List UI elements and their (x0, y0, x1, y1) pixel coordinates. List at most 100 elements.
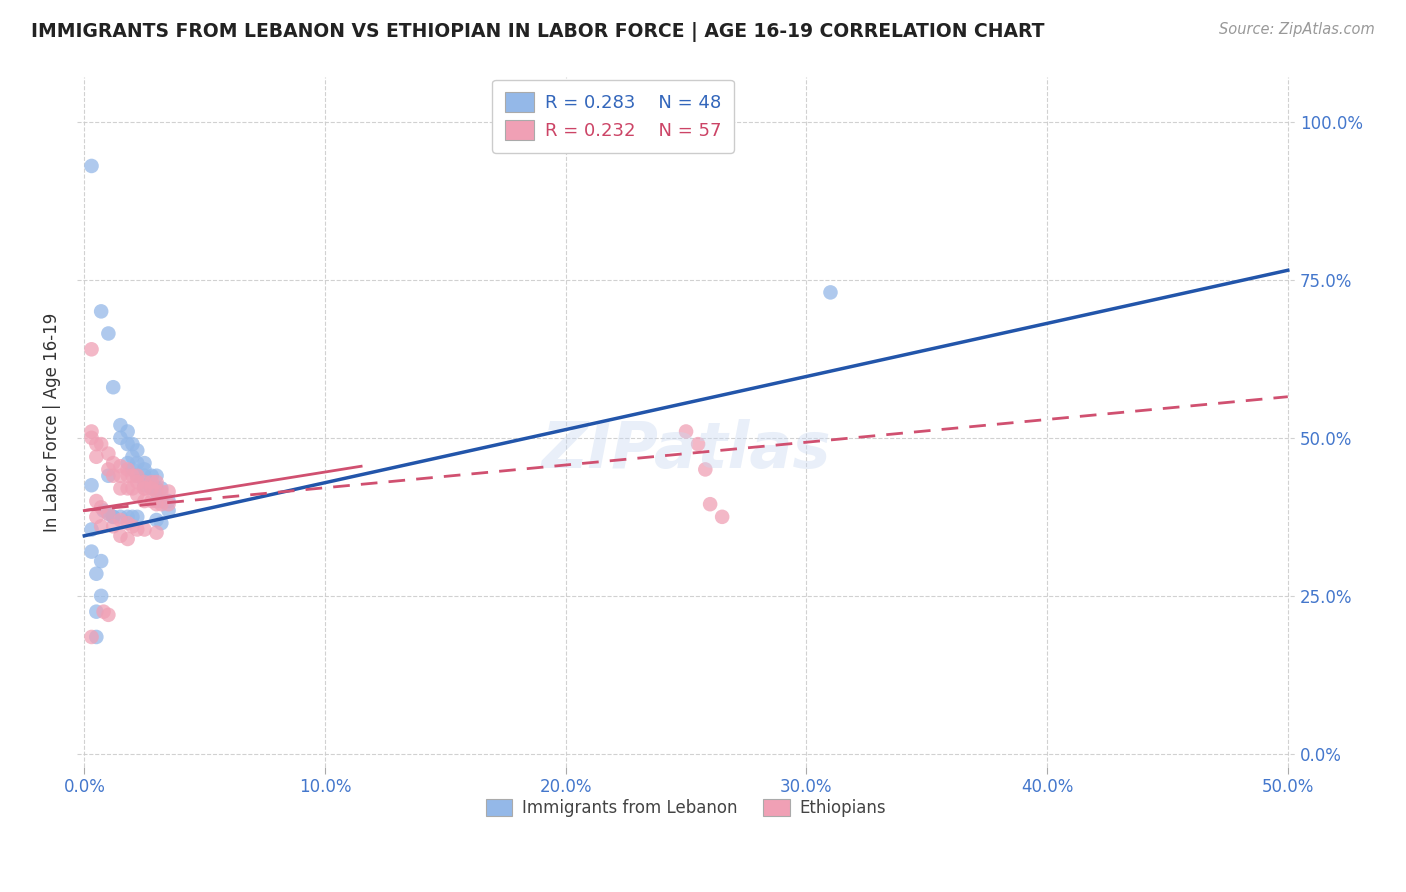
Point (134, 468, 156, 483)
Point (90, 589, 112, 603)
Point (150, 484, 173, 499)
Point (134, 494, 156, 508)
Point (157, 497, 180, 511)
Point (145, 482, 167, 496)
Point (121, 482, 143, 496)
Point (90, 437, 112, 451)
Point (110, 513, 132, 527)
Point (134, 462, 156, 476)
Point (90, 519, 112, 533)
Point (141, 482, 163, 496)
Point (695, 462, 717, 476)
Point (117, 482, 139, 496)
Point (97, 507, 120, 521)
Point (150, 494, 173, 508)
Point (134, 482, 156, 496)
Point (127, 488, 149, 502)
Point (145, 525, 167, 540)
Point (127, 456, 149, 470)
Point (127, 475, 149, 489)
Text: IMMIGRANTS FROM LEBANON VS ETHIOPIAN IN LABOR FORCE | AGE 16-19 CORRELATION CHAR: IMMIGRANTS FROM LEBANON VS ETHIOPIAN IN … (31, 22, 1045, 42)
Point (90, 554, 112, 568)
Point (145, 468, 167, 483)
Point (103, 519, 125, 533)
Point (121, 450, 143, 464)
Point (80, 544, 103, 558)
Point (110, 431, 132, 445)
Point (117, 509, 139, 524)
Point (86, 494, 108, 508)
Point (80, 425, 103, 439)
Point (97, 462, 120, 476)
Point (141, 475, 163, 489)
Point (86, 605, 108, 619)
Point (80, 478, 103, 492)
Point (157, 494, 180, 508)
Point (121, 462, 143, 476)
Point (117, 437, 139, 451)
Point (820, 285, 842, 300)
Point (103, 468, 125, 483)
Point (90, 500, 112, 515)
Y-axis label: In Labor Force | Age 16-19: In Labor Force | Age 16-19 (44, 312, 60, 532)
Legend: Immigrants from Lebanon, Ethiopians: Immigrants from Lebanon, Ethiopians (479, 792, 893, 823)
Point (117, 462, 139, 476)
Point (141, 468, 163, 483)
Point (134, 482, 156, 496)
Point (110, 459, 132, 474)
Point (117, 532, 139, 546)
Point (711, 509, 734, 524)
Point (86, 437, 108, 451)
Point (145, 484, 167, 499)
Point (80, 343, 103, 357)
Point (145, 513, 167, 527)
Point (103, 509, 125, 524)
Point (110, 418, 132, 433)
Point (121, 468, 143, 483)
Point (141, 482, 163, 496)
Point (86, 509, 108, 524)
Point (80, 431, 103, 445)
Point (80, 159, 103, 173)
Point (80, 630, 103, 644)
Point (127, 523, 149, 537)
Point (127, 509, 149, 524)
Point (675, 425, 697, 439)
Point (103, 380, 125, 394)
Point (157, 503, 180, 517)
Point (86, 630, 108, 644)
Point (150, 482, 173, 496)
Point (699, 497, 721, 511)
Point (93, 503, 115, 517)
Point (103, 456, 125, 470)
Point (134, 478, 156, 492)
Point (127, 468, 149, 483)
Point (145, 475, 167, 489)
Point (134, 523, 156, 537)
Text: Source: ZipAtlas.com: Source: ZipAtlas.com (1219, 22, 1375, 37)
Point (134, 475, 156, 489)
Point (121, 437, 143, 451)
Point (103, 509, 125, 524)
Point (110, 482, 132, 496)
Point (145, 494, 167, 508)
Point (688, 437, 710, 451)
Point (110, 529, 132, 543)
Point (127, 468, 149, 483)
Point (110, 468, 132, 483)
Point (80, 523, 103, 537)
Point (117, 456, 139, 470)
Point (97, 447, 120, 461)
Point (134, 456, 156, 470)
Point (110, 509, 132, 524)
Point (86, 450, 108, 464)
Point (93, 605, 115, 619)
Point (127, 443, 149, 458)
Point (97, 507, 120, 521)
Point (97, 468, 120, 483)
Text: ZIPatlas: ZIPatlas (541, 418, 831, 481)
Point (86, 566, 108, 581)
Point (117, 468, 139, 483)
Point (121, 519, 143, 533)
Point (117, 516, 139, 530)
